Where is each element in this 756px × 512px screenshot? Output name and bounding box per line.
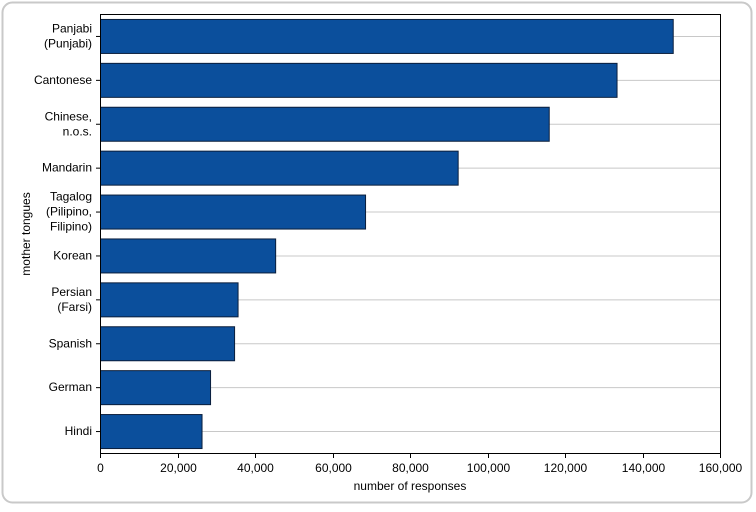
category-label: Hindi [65, 424, 92, 438]
bar [100, 150, 459, 186]
category-label: Persian (Farsi) [51, 285, 92, 314]
category-label-line: n.o.s. [63, 124, 92, 138]
category-label-line: (Farsi) [57, 300, 92, 314]
y-tick-labels: Panjabi (Punjabi) Cantonese Chinese, n.o.s. M… [34, 21, 100, 438]
category-label-line: Filipino) [50, 220, 92, 234]
bar [100, 106, 550, 142]
category-label: Korean [53, 248, 92, 262]
category-label-line: Spanish [49, 336, 92, 350]
category-label-line: Mandarin [42, 161, 92, 175]
category-label-line: Chinese, [45, 109, 92, 123]
x-tick-label: 140,000 [622, 461, 666, 475]
x-tick-label: 0 [97, 461, 104, 475]
category-label-line: Panjabi [52, 21, 92, 35]
bar [100, 62, 618, 98]
category-label-line: German [49, 380, 92, 394]
bars [100, 18, 674, 450]
x-tick-label: 80,000 [392, 461, 429, 475]
bar [100, 18, 674, 54]
x-axis-label: number of responses [354, 479, 467, 493]
x-tick-label: 160,000 [699, 461, 743, 475]
y-axis-label: mother tongues [19, 192, 33, 275]
x-tick-label: 100,000 [467, 461, 511, 475]
x-tick-labels: 0 20,000 40,000 60,000 80,000 100,000 120,000 1… [97, 453, 743, 475]
category-label: German [49, 380, 92, 394]
bar [100, 414, 203, 450]
category-label: Tagalog (Pilipino, Filipino) [46, 190, 92, 234]
category-label-line: Hindi [65, 424, 92, 438]
category-label-line: Persian [51, 285, 92, 299]
category-label-line: Korean [53, 248, 92, 262]
bar [100, 370, 212, 406]
category-label: Chinese, n.o.s. [45, 109, 92, 138]
bar [100, 194, 367, 230]
category-label: Panjabi (Punjabi) [44, 21, 92, 50]
bar [100, 238, 277, 274]
bar [100, 326, 236, 362]
category-label: Cantonese [34, 73, 92, 87]
category-label-line: (Pilipino, [46, 205, 92, 219]
x-tick-label: 60,000 [315, 461, 352, 475]
category-label-line: Tagalog [50, 190, 92, 204]
bar [100, 282, 239, 318]
category-label-line: Cantonese [34, 73, 92, 87]
category-label: Spanish [49, 336, 92, 350]
category-label-line: (Punjabi) [44, 36, 92, 50]
category-label: Mandarin [42, 161, 92, 175]
x-tick-label: 120,000 [544, 461, 588, 475]
x-tick-label: 20,000 [160, 461, 197, 475]
x-tick-label: 40,000 [237, 461, 274, 475]
